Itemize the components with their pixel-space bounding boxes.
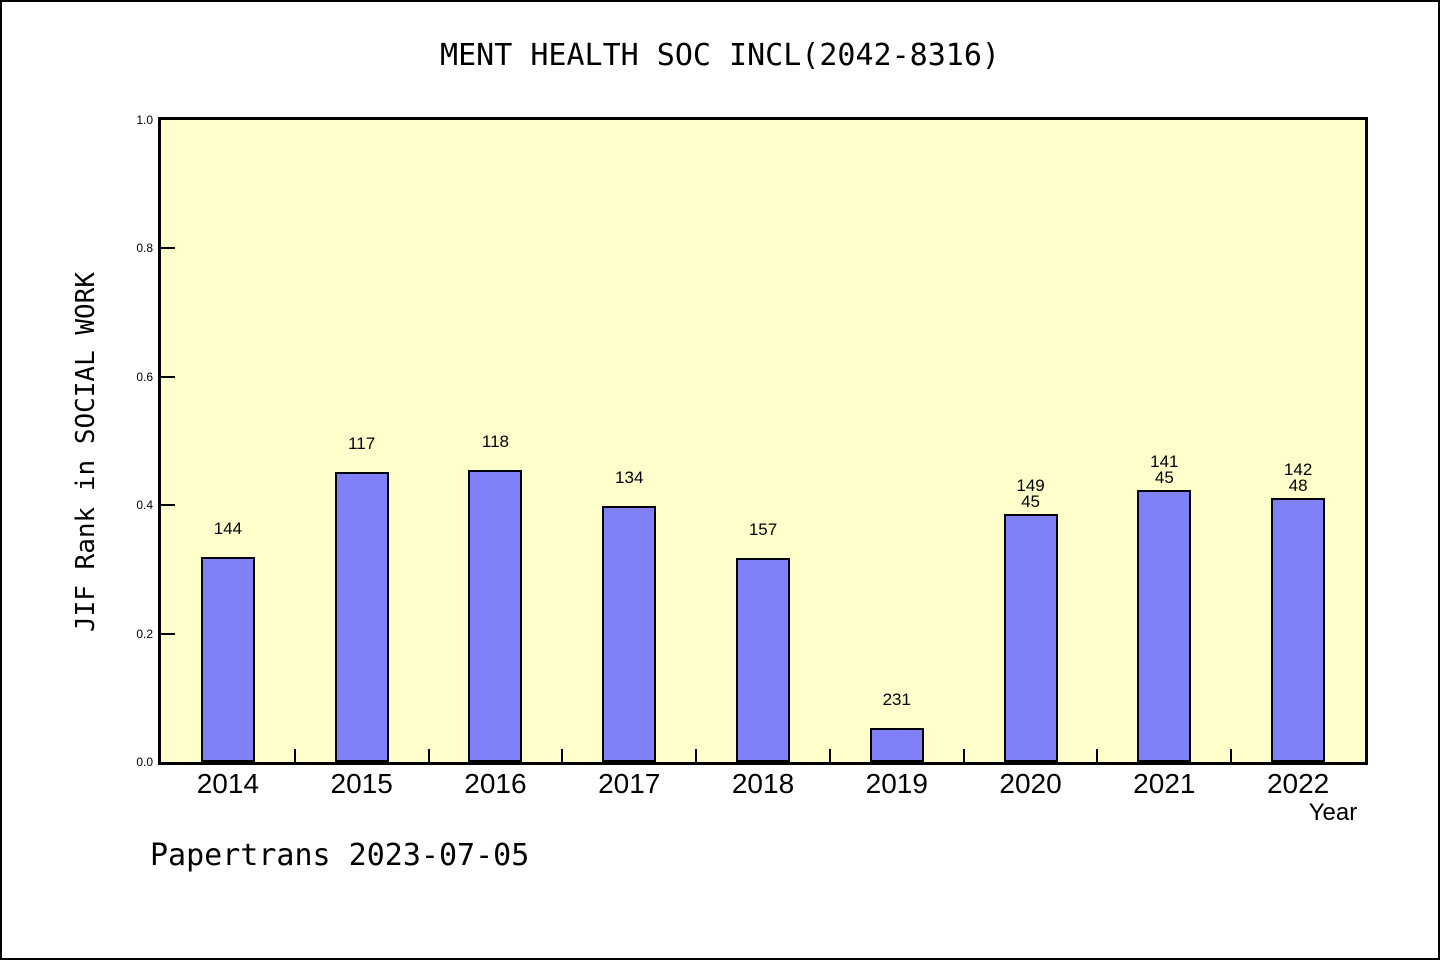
bar-value-line: 142 [1283, 460, 1313, 479]
y-tick-mark [161, 504, 175, 507]
bar [736, 558, 790, 762]
bar-value-line: 48 [1288, 476, 1308, 495]
bar-value-line: 45 [1154, 468, 1174, 487]
bar-value-line: 149 [1016, 476, 1045, 495]
x-tick-label: 2015 [330, 768, 393, 799]
bar [468, 470, 523, 762]
bar-value-line: 134 [615, 468, 644, 487]
x-tick-label: 2017 [598, 768, 661, 799]
bar [602, 506, 657, 762]
bar-value-label: 134 [615, 468, 644, 487]
x-tick-mark [828, 749, 831, 762]
y-axis-title: JIF Rank in SOCIAL WORK [71, 271, 101, 633]
bar-value-line: 231 [882, 690, 911, 709]
x-tick-label: 2020 [999, 768, 1062, 799]
x-tick-mark [427, 749, 430, 762]
bar [1137, 490, 1192, 762]
x-tick-label: 2016 [464, 768, 527, 799]
plot-area: 144 117 118 134 157 231 149 45 141 45 142 48 [158, 117, 1368, 765]
y-tick-label: 1.0 [136, 113, 153, 127]
bar [1003, 514, 1058, 762]
x-tick-label: 2022 [1266, 768, 1330, 799]
bar [200, 557, 255, 762]
x-tick-mark [1230, 749, 1233, 762]
bar-value-line: 117 [348, 434, 376, 453]
x-tick-mark [695, 749, 698, 762]
y-tick-label: 0.6 [136, 369, 153, 384]
y-tick-label: 0.0 [136, 755, 153, 769]
bar-value-label: 142 48 [1283, 460, 1313, 495]
bar-value-line: 45 [1021, 492, 1040, 511]
y-tick-label: 0.8 [136, 241, 153, 256]
x-tick-label: 2018 [731, 768, 795, 799]
bar-value-label: 231 [882, 690, 911, 709]
x-tick-label: 2014 [196, 768, 260, 799]
x-tick-mark [293, 749, 296, 762]
y-tick-mark [161, 375, 175, 378]
y-tick-label: 0.4 [136, 498, 153, 513]
bar-value-line: 157 [748, 520, 778, 539]
x-tick-mark [962, 749, 965, 762]
x-tick-mark [561, 749, 564, 762]
footer-note: Papertrans 2023-07-05 [150, 838, 530, 873]
bar-value-label: 144 [213, 519, 243, 538]
bar [869, 728, 924, 762]
bar-value-line: 118 [481, 432, 509, 451]
bar [1271, 498, 1326, 762]
bar-value-label: 141 45 [1150, 452, 1179, 487]
chart-title: MENT HEALTH SOC INCL(2042-8316) [440, 38, 1000, 73]
bar-value-label: 118 [481, 432, 509, 451]
y-tick-mark [161, 247, 175, 250]
bar-value-label: 117 [348, 434, 376, 453]
bar [334, 472, 389, 762]
bar-value-label: 157 [748, 520, 778, 539]
y-tick-label: 0.2 [136, 626, 153, 641]
x-tick-mark [1096, 749, 1099, 762]
x-tick-label: 2021 [1133, 768, 1196, 799]
x-tick-label: 2019 [865, 768, 928, 799]
y-tick-mark [161, 632, 175, 635]
bar-value-label: 149 45 [1016, 476, 1045, 511]
x-axis-title: Year [1308, 799, 1358, 826]
bar-value-line: 144 [213, 519, 243, 538]
bar-value-line: 141 [1150, 452, 1179, 471]
